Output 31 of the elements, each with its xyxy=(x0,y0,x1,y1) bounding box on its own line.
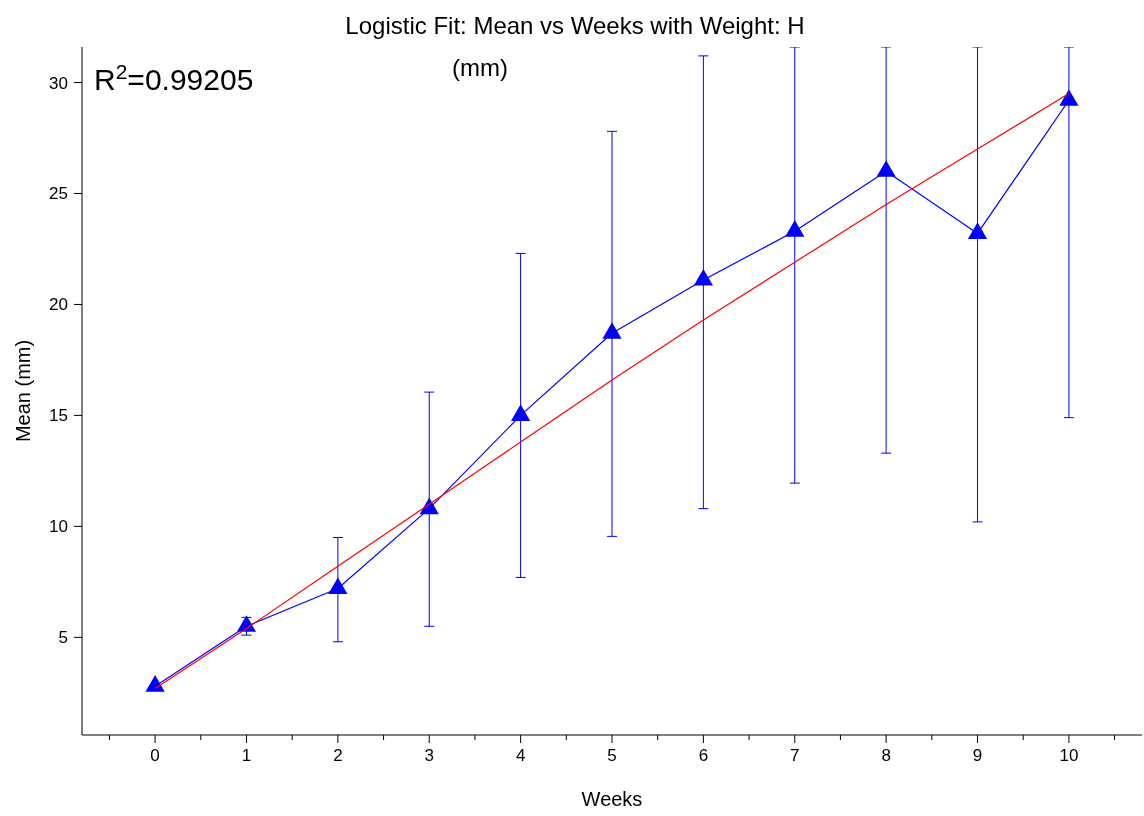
x-tick-label: 6 xyxy=(698,746,709,765)
y-tick-label: 5 xyxy=(58,628,68,648)
y-tick-label: 30 xyxy=(49,73,68,93)
point xyxy=(785,220,805,237)
x-tick-label: 8 xyxy=(881,746,891,765)
point xyxy=(876,160,896,177)
x-tick-label: 10 xyxy=(1059,746,1079,765)
x-tick-label: 5 xyxy=(607,746,617,765)
point xyxy=(967,222,988,239)
chart-title: Logistic Fit: Mean vs Weeks with Weight: H xyxy=(345,12,805,39)
x-tick-label: 7 xyxy=(790,746,800,765)
y-tick-label: 20 xyxy=(49,295,68,315)
x-tick-label: 1 xyxy=(241,746,252,765)
x-tick-label: 3 xyxy=(424,746,434,765)
point xyxy=(328,577,348,595)
x-tick-label: 9 xyxy=(972,746,983,765)
y-axis-title: Mean (mm) xyxy=(12,339,34,443)
point xyxy=(1059,89,1079,106)
x-tick-label: 2 xyxy=(333,746,343,765)
x-axis-title: Weeks xyxy=(581,788,643,810)
x-tick-label: 0 xyxy=(150,746,160,765)
y-tick-label: 10 xyxy=(49,517,68,537)
point xyxy=(602,322,622,339)
point xyxy=(511,404,531,421)
annotation: R$^{2}$=0.99205 xyxy=(94,59,254,96)
chart-subtitle: (mm) xyxy=(452,54,508,81)
x-tick-label: 4 xyxy=(515,746,526,765)
y-tick-label: 25 xyxy=(49,184,68,204)
point xyxy=(693,268,713,286)
point xyxy=(145,675,165,692)
y-tick-label: 15 xyxy=(49,406,68,426)
